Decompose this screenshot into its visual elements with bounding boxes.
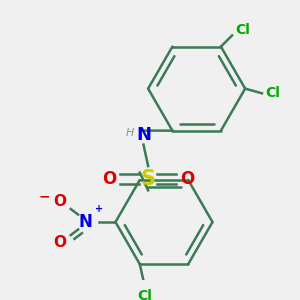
Text: N: N	[136, 126, 151, 144]
Text: Cl: Cl	[137, 289, 152, 300]
Text: O: O	[53, 194, 66, 209]
Text: S: S	[141, 169, 156, 189]
Text: N: N	[79, 213, 93, 231]
Text: Cl: Cl	[266, 86, 280, 100]
Text: O: O	[180, 170, 194, 188]
Text: O: O	[53, 235, 66, 250]
Text: +: +	[94, 204, 103, 214]
Text: O: O	[102, 170, 116, 188]
Text: H: H	[126, 128, 134, 138]
Text: Cl: Cl	[235, 23, 250, 37]
Text: −: −	[39, 189, 50, 203]
